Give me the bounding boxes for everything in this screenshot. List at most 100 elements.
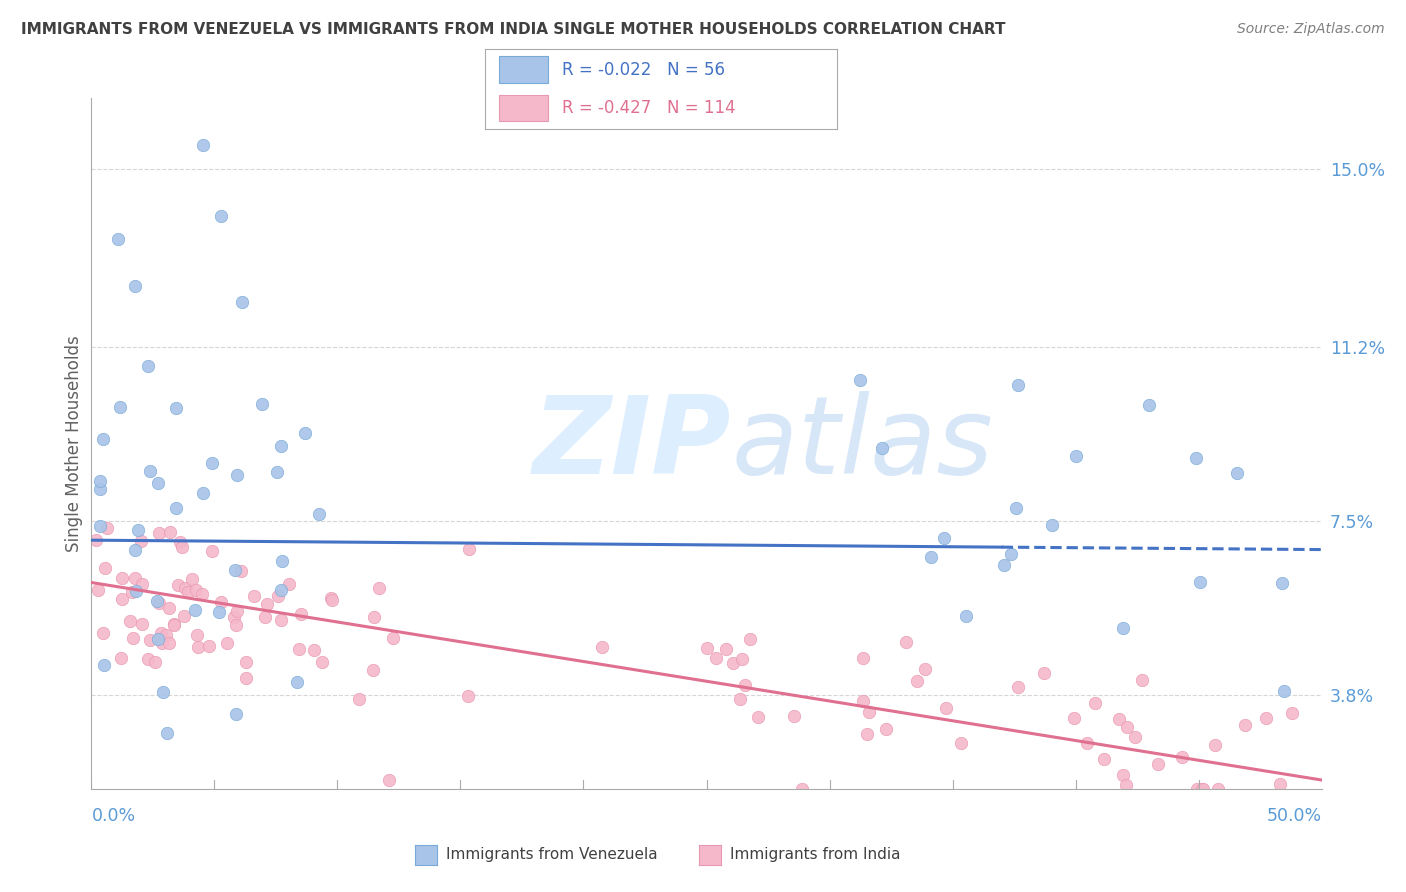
- Point: [177, 585, 200, 599]
- Point: [108, 400, 131, 414]
- Point: [131, 616, 153, 631]
- Point: [287, 642, 309, 657]
- Point: [84, 533, 107, 548]
- Point: [163, 618, 186, 632]
- Point: [458, 541, 481, 556]
- Point: [252, 397, 274, 411]
- Point: [146, 594, 169, 608]
- Point: [150, 626, 173, 640]
- Point: [949, 736, 972, 750]
- Point: [124, 543, 146, 558]
- Point: [270, 613, 292, 627]
- Point: [148, 596, 170, 610]
- Point: [225, 604, 247, 618]
- Point: [1268, 777, 1291, 791]
- Point: [378, 772, 401, 787]
- Point: [849, 373, 872, 387]
- Point: [747, 710, 769, 724]
- Point: [1139, 398, 1161, 412]
- Point: [277, 577, 299, 591]
- Point: [1192, 782, 1215, 797]
- Point: [111, 571, 134, 585]
- Point: [382, 631, 405, 645]
- Point: [235, 671, 257, 685]
- Point: [136, 651, 159, 665]
- Point: [231, 295, 253, 310]
- Point: [935, 701, 957, 715]
- Point: [254, 610, 277, 624]
- Point: [1115, 778, 1137, 792]
- Point: [932, 531, 955, 545]
- Point: [363, 610, 385, 624]
- Point: [169, 535, 191, 549]
- Point: [209, 595, 232, 609]
- Point: [122, 631, 145, 645]
- Point: [1116, 721, 1139, 735]
- Point: [1066, 449, 1088, 463]
- Point: [86, 582, 108, 597]
- Point: [150, 636, 173, 650]
- Point: [1185, 450, 1208, 465]
- Point: [1092, 752, 1115, 766]
- Point: [1007, 680, 1029, 694]
- Point: [1226, 466, 1249, 480]
- Point: [920, 550, 942, 565]
- Point: [1130, 673, 1153, 687]
- Point: [285, 675, 308, 690]
- Point: [131, 577, 153, 591]
- Point: [120, 614, 142, 628]
- Point: [121, 585, 143, 599]
- Point: [321, 592, 343, 607]
- Point: [457, 689, 479, 703]
- Point: [271, 554, 294, 568]
- Point: [163, 616, 186, 631]
- Point: [93, 658, 115, 673]
- Point: [222, 610, 245, 624]
- Point: [728, 692, 751, 706]
- Point: [1281, 706, 1303, 720]
- Point: [1000, 547, 1022, 561]
- Point: [696, 640, 718, 655]
- Point: [714, 642, 737, 657]
- Point: [870, 441, 893, 455]
- Point: [1271, 576, 1294, 591]
- Point: [1108, 712, 1130, 726]
- Point: [905, 674, 928, 689]
- Text: atlas: atlas: [731, 392, 993, 496]
- Point: [1272, 684, 1295, 698]
- Point: [731, 652, 754, 666]
- Point: [851, 651, 873, 665]
- Point: [266, 589, 288, 603]
- Point: [110, 651, 132, 665]
- Point: [304, 642, 326, 657]
- Point: [738, 632, 761, 647]
- Point: [229, 564, 252, 578]
- Point: [1204, 739, 1226, 753]
- Point: [125, 584, 148, 599]
- Point: [734, 677, 756, 691]
- Point: [155, 628, 177, 642]
- Point: [124, 279, 146, 293]
- Point: [191, 486, 214, 500]
- Point: [290, 607, 312, 621]
- Point: [1170, 749, 1192, 764]
- Point: [129, 534, 152, 549]
- Point: [704, 651, 727, 665]
- Text: Immigrants from India: Immigrants from India: [730, 847, 900, 862]
- Point: [347, 691, 370, 706]
- Y-axis label: Single Mother Households: Single Mother Households: [65, 335, 83, 552]
- Point: [156, 726, 179, 740]
- Point: [1125, 731, 1147, 745]
- Point: [243, 589, 266, 603]
- Point: [89, 482, 111, 496]
- Point: [225, 617, 247, 632]
- Point: [197, 639, 219, 653]
- Point: [93, 561, 115, 575]
- Text: Immigrants from Venezuela: Immigrants from Venezuela: [446, 847, 658, 862]
- Point: [191, 138, 214, 153]
- Point: [361, 663, 384, 677]
- Point: [270, 583, 292, 598]
- Point: [136, 359, 159, 374]
- Point: [184, 582, 207, 597]
- Point: [1007, 378, 1029, 392]
